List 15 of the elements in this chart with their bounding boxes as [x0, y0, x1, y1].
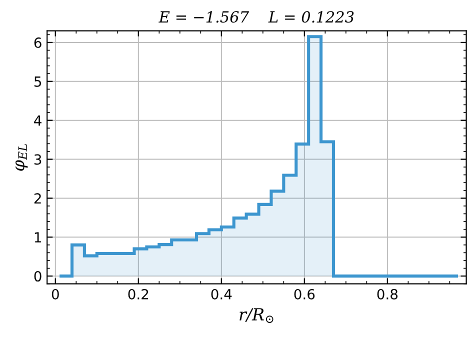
x-axis-title: r/R$_{⊙}$	[240, 308, 274, 323]
y-tick-label: 4	[34, 115, 42, 126]
y-tick-label: 1	[34, 232, 41, 242]
y-axis-title: φ$_{EL}$	[16, 144, 28, 171]
x-tick-label: 0	[52, 288, 59, 300]
chart-title: E = −1.567 L = 0.1223	[158, 11, 354, 23]
x-tick-label: 0.2	[128, 288, 148, 300]
x-tick-label: 0.4	[211, 288, 232, 300]
y-tick-label: 0	[34, 271, 42, 282]
y-tick-label: 6	[34, 37, 42, 48]
y-tick-label: 5	[34, 76, 42, 87]
y-tick-label: 2	[34, 193, 41, 204]
x-tick-label: 0.6	[294, 288, 315, 300]
y-tick-label: 3	[34, 154, 42, 165]
x-tick-label: 0.8	[377, 288, 398, 300]
